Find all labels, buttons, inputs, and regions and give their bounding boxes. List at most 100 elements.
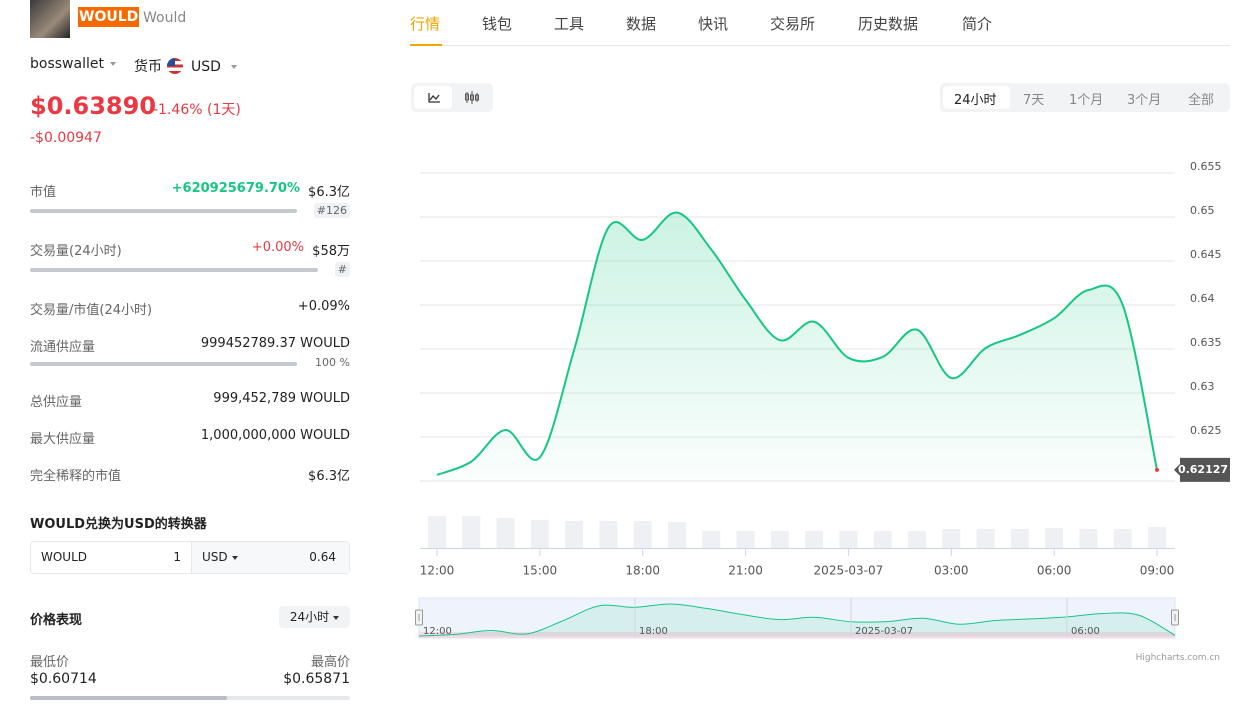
amount: 1 bbox=[173, 550, 181, 564]
tab[interactable]: 历史数据 bbox=[858, 15, 919, 33]
volume-bar bbox=[633, 521, 652, 548]
stat-label: 完全稀释的市值 bbox=[30, 469, 122, 484]
caret bbox=[333, 615, 340, 620]
line-icon bbox=[428, 93, 440, 103]
high-label: 最高价 bbox=[310, 655, 350, 670]
stat-label: 总供应量 bbox=[30, 395, 83, 410]
tab[interactable]: 快讯 bbox=[698, 15, 729, 33]
volume-bar bbox=[428, 516, 446, 548]
last-value-box bbox=[1174, 457, 1230, 482]
converter-title: WOULD兑换为USD的转换器 bbox=[30, 517, 207, 532]
progress-bar bbox=[30, 209, 297, 213]
volume-bar bbox=[496, 518, 515, 548]
stat-value: +0.09% bbox=[297, 299, 350, 314]
stat-value: 999,452,789 WOULD bbox=[213, 391, 350, 406]
y-tick-label: 0.655 bbox=[1190, 160, 1222, 173]
last-point bbox=[1155, 467, 1159, 472]
tab[interactable]: 工具 bbox=[554, 15, 585, 33]
navigator-label: 06:00 bbox=[1071, 626, 1100, 637]
range-button[interactable]: 全部 bbox=[1188, 93, 1215, 108]
volume-bar bbox=[805, 531, 824, 548]
range-fill bbox=[30, 696, 227, 700]
price: $0.63890 bbox=[30, 92, 157, 120]
caret bbox=[230, 65, 237, 69]
caret bbox=[109, 62, 116, 66]
token-name: Would bbox=[143, 10, 187, 26]
to-select[interactable]: USD bbox=[202, 550, 238, 564]
stat-label: 交易量/市值(24小时) bbox=[30, 303, 153, 318]
stat-change: +620925679.70% bbox=[171, 181, 300, 196]
low-value: $0.60714 bbox=[30, 671, 97, 687]
tab[interactable]: 数据 bbox=[626, 15, 657, 33]
tab[interactable]: 行情 bbox=[410, 15, 441, 33]
x-tick-label: 2025-03-07 bbox=[814, 564, 884, 578]
volume-bar bbox=[599, 521, 618, 548]
from-symbol: WOULD bbox=[41, 550, 88, 564]
candle-icon bbox=[465, 91, 479, 104]
volume-bar bbox=[908, 531, 926, 548]
wallet-name: bosswallet bbox=[30, 56, 104, 72]
result: 0.64 bbox=[309, 550, 336, 564]
x-tick-label: 12:00 bbox=[420, 564, 455, 578]
converter-input[interactable] bbox=[31, 542, 192, 573]
volume-bar bbox=[976, 529, 995, 548]
price-change: -1.46% (1天) bbox=[153, 102, 241, 118]
progress-bar bbox=[30, 362, 297, 366]
stat-value: $6.3亿 bbox=[308, 469, 350, 484]
tab[interactable]: 简介 bbox=[962, 15, 993, 33]
volume-bar bbox=[839, 531, 858, 548]
candle-button[interactable] bbox=[455, 86, 493, 109]
navigator-label: 2025-03-07 bbox=[855, 626, 913, 637]
line-button[interactable] bbox=[414, 86, 452, 109]
y-tick-label: 0.64 bbox=[1190, 292, 1215, 305]
tab-underline bbox=[410, 44, 442, 46]
credit: Highcharts.com.cn bbox=[1135, 653, 1220, 663]
x-tick-label: 18:00 bbox=[625, 564, 660, 578]
stat-label: 市值 bbox=[30, 185, 57, 200]
volume-bar bbox=[530, 520, 549, 548]
range-bar bbox=[30, 696, 350, 700]
tab[interactable]: 交易所 bbox=[770, 15, 816, 33]
currency-label: 货币 bbox=[134, 59, 162, 75]
converter-output bbox=[192, 542, 349, 573]
y-tick-label: 0.635 bbox=[1190, 336, 1222, 349]
stat-label: 交易量(24小时) bbox=[30, 244, 122, 259]
low-label: 最低价 bbox=[30, 655, 70, 670]
performance-title: 价格表现 bbox=[30, 613, 83, 628]
volume-bar bbox=[736, 531, 755, 548]
tab-divider bbox=[410, 45, 1230, 46]
tab[interactable]: 钱包 bbox=[482, 15, 513, 33]
progress-bar bbox=[30, 268, 318, 272]
chart-type-toggle bbox=[411, 83, 493, 112]
to-symbol: USD bbox=[202, 550, 228, 564]
volume-bar bbox=[1148, 527, 1166, 548]
volume-bar bbox=[1113, 529, 1132, 548]
x-tick-label: 15:00 bbox=[523, 564, 558, 578]
period-select[interactable]: 24小时 bbox=[279, 606, 350, 628]
wallet-select[interactable]: bosswallet bbox=[30, 56, 116, 72]
price-line bbox=[436, 211, 1158, 476]
volume-bar bbox=[1045, 528, 1064, 548]
stat-value: $58万 bbox=[312, 244, 350, 259]
range-button[interactable]: 7天 bbox=[1023, 93, 1045, 108]
range-button[interactable]: 24小时 bbox=[954, 93, 997, 108]
range-button[interactable]: 3个月 bbox=[1127, 93, 1162, 108]
y-tick-label: 0.625 bbox=[1190, 424, 1222, 437]
area bbox=[437, 212, 1157, 481]
currency-select[interactable]: 货币 USD bbox=[134, 56, 237, 76]
volume-bar bbox=[668, 522, 686, 548]
x-tick-label: 09:00 bbox=[1140, 564, 1175, 578]
volume-bar bbox=[770, 531, 789, 548]
supply-percent: 100 % bbox=[315, 356, 350, 369]
navigator-label: 12:00 bbox=[423, 626, 452, 637]
rank-badge: # bbox=[334, 262, 350, 277]
volume-bar bbox=[1079, 529, 1098, 548]
volume-bar bbox=[702, 531, 721, 548]
range-button[interactable]: 1个月 bbox=[1069, 93, 1104, 108]
stat-label: 流通供应量 bbox=[30, 340, 96, 355]
range-active bbox=[943, 86, 1010, 109]
token-symbol: WOULD bbox=[78, 7, 140, 27]
currency: USD bbox=[191, 59, 221, 75]
